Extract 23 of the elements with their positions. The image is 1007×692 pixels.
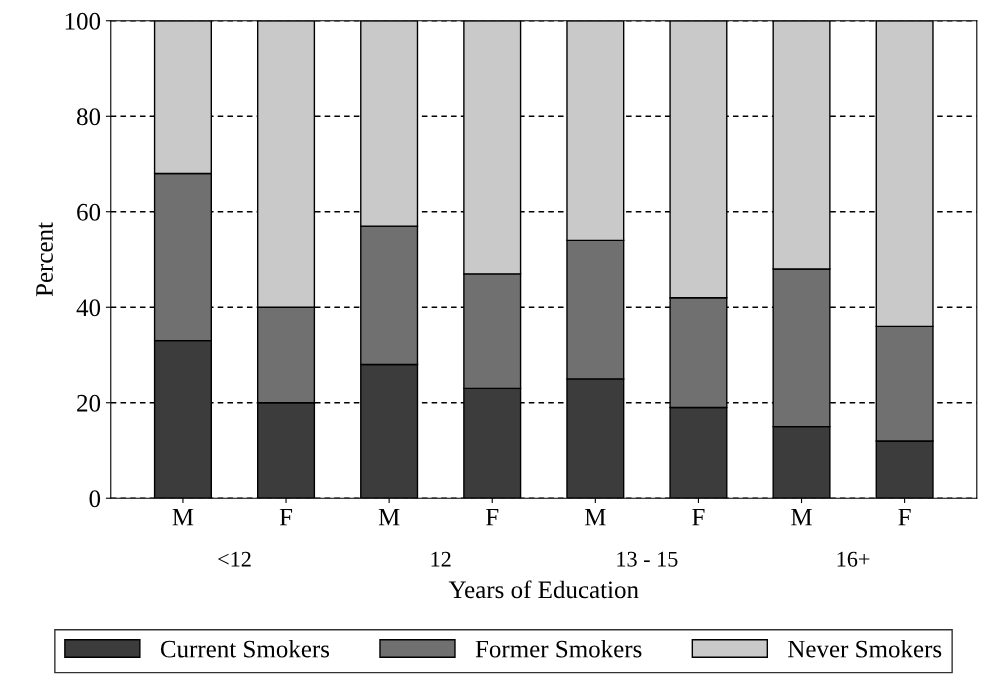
- x-tick-label: M: [172, 508, 194, 526]
- x-tick-label: M: [584, 508, 606, 526]
- x-axis-title: Years of Education: [448, 580, 639, 599]
- x-tick-label: F: [486, 508, 499, 526]
- y-tick-label: 40: [76, 299, 101, 317]
- legend-label: Current Smokers: [160, 639, 330, 658]
- legend-label: Never Smokers: [788, 639, 942, 658]
- y-tick-label: 20: [77, 394, 101, 412]
- text: 16+: [837, 551, 870, 567]
- y-tick-label: 80: [77, 108, 101, 126]
- x-tick-label: M: [378, 508, 400, 526]
- text: 13 - 15: [617, 551, 678, 567]
- y-axis-title: Percent: [36, 222, 53, 297]
- y-tick-label: 100: [65, 12, 101, 30]
- y-tick-label: 0: [89, 490, 101, 508]
- text: 12: [431, 551, 451, 567]
- text: <12: [218, 551, 251, 567]
- legend-label: Former Smokers: [475, 639, 642, 658]
- x-tick-label: F: [692, 508, 705, 526]
- x-tick-label: M: [791, 508, 812, 526]
- x-tick-label: F: [898, 508, 911, 526]
- y-tick-label: 60: [77, 203, 101, 221]
- x-tick-label: F: [279, 508, 293, 526]
